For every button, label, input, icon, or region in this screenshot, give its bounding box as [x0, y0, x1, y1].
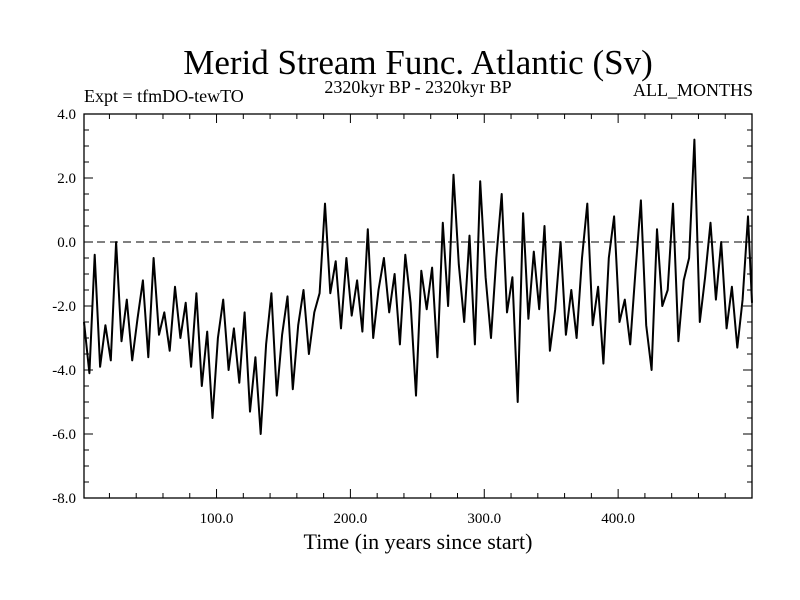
y-tick-label: 0.0	[57, 235, 76, 251]
experiment-label: Expt = tfmDO-tewTO	[84, 86, 244, 106]
y-tick-label: 4.0	[57, 107, 76, 123]
x-tick-label: 100.0	[200, 511, 234, 527]
time-period-label: 2320kyr BP - 2320kyr BP	[324, 77, 511, 97]
y-tick-label: 2.0	[57, 171, 76, 187]
plot-frame	[83, 113, 753, 499]
y-tick-label: -6.0	[52, 427, 76, 443]
x-tick-label: 400.0	[601, 511, 635, 527]
y-tick-label: -4.0	[52, 363, 76, 379]
x-tick-label: 300.0	[467, 511, 501, 527]
series-line	[83, 138, 753, 435]
months-label: ALL_MONTHS	[633, 80, 753, 100]
chart-title: Merid Stream Func. Atlantic (Sv)	[183, 43, 653, 82]
y-tick-label: -2.0	[52, 299, 76, 315]
y-tick-label: -8.0	[52, 491, 76, 507]
x-tick-label: 200.0	[334, 511, 368, 527]
x-axis-label: Time (in years since start)	[304, 529, 533, 554]
